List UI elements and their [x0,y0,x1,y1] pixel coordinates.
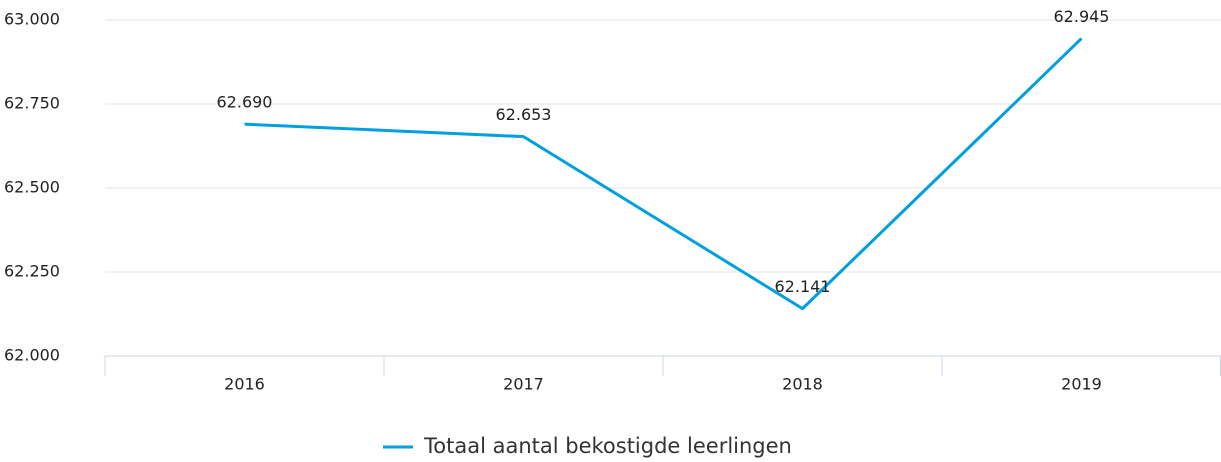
y-tick-label: 62.500 [4,178,60,197]
data-label: 62.653 [496,105,552,124]
series-line [244,37,1083,311]
x-tick-label: 2018 [782,375,823,394]
x-tick-label: 2019 [1061,375,1102,394]
y-tick-label: 63.000 [4,10,60,29]
data-label: 62.690 [217,93,273,112]
legend-label: Totaal aantal bekostigde leerlingen [423,434,792,458]
x-tick-label: 2016 [224,375,265,394]
y-tick-label: 62.000 [4,346,60,365]
data-label: 62.945 [1054,7,1110,26]
y-tick-label: 62.750 [4,94,60,113]
x-tick-label: 2017 [503,375,544,394]
y-tick-label: 62.250 [4,262,60,281]
data-label: 62.141 [775,277,831,296]
